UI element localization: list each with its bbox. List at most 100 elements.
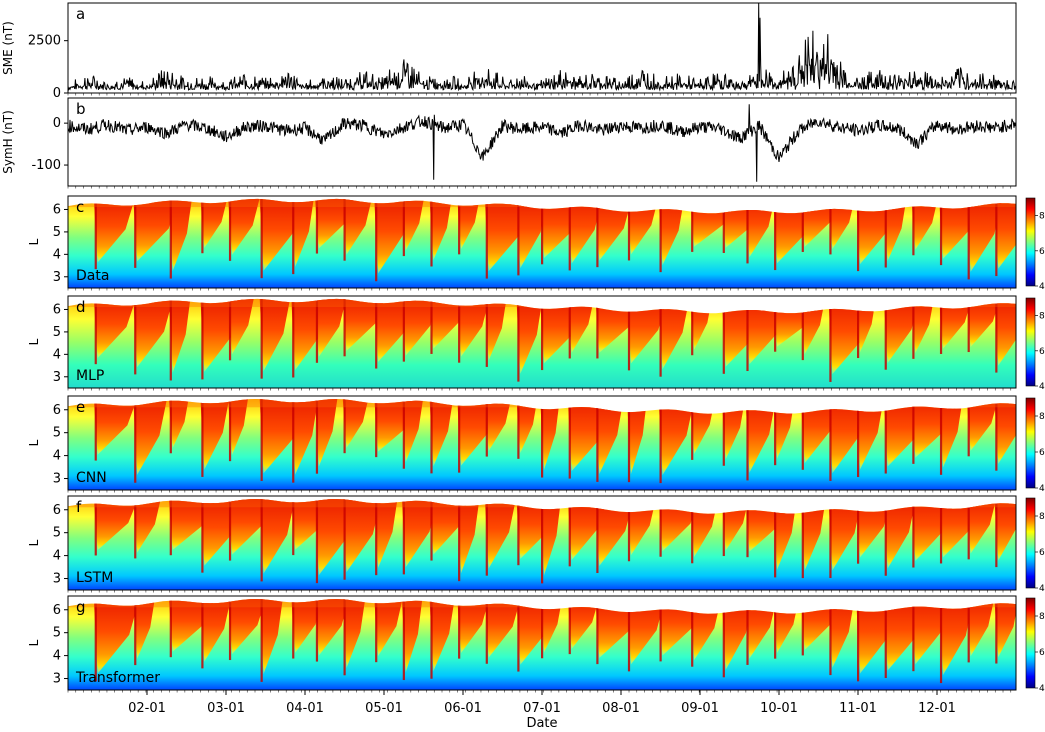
y-tick-label: 3 xyxy=(53,370,61,385)
storm-enhancement xyxy=(457,298,490,357)
storm-streak xyxy=(995,298,998,373)
storm-streak xyxy=(857,499,860,564)
storm-enhancement xyxy=(658,198,685,266)
storm-streak xyxy=(774,399,777,466)
storm-streak xyxy=(228,499,232,561)
storm-streak xyxy=(134,599,137,666)
storm-streak xyxy=(430,499,433,561)
storm-streak xyxy=(659,399,662,484)
storm-enhancement xyxy=(168,198,193,272)
storm-streak xyxy=(691,298,694,356)
storm-streak xyxy=(260,298,263,379)
colorbar-tick-label: 4 xyxy=(1039,584,1045,594)
panel-name: CNN xyxy=(76,470,107,486)
storm-streak xyxy=(774,499,777,578)
storm-streak xyxy=(375,399,378,458)
storm-enhancement xyxy=(484,599,522,658)
storm-enhancement xyxy=(911,298,935,354)
storm-streak xyxy=(402,499,405,575)
storm-enhancement xyxy=(200,399,230,470)
storm-streak xyxy=(201,399,204,477)
storm-enhancement xyxy=(966,499,997,554)
storm-streak xyxy=(659,198,662,273)
storm-streak xyxy=(94,298,97,365)
y-axis-label: L xyxy=(27,639,41,646)
storm-streak xyxy=(430,198,433,267)
y-tick-label: 4 xyxy=(53,549,61,564)
y-tick-label: -100 xyxy=(31,158,61,173)
storm-streak xyxy=(829,198,832,255)
storm-enhancement xyxy=(994,599,1016,658)
y-axis-label: L xyxy=(27,539,41,546)
storm-streak xyxy=(292,198,295,275)
storm-streak xyxy=(402,298,405,362)
storm-enhancement xyxy=(457,198,481,250)
storm-streak xyxy=(315,298,319,363)
storm-enhancement xyxy=(883,198,907,262)
storm-streak xyxy=(722,399,725,466)
y-axis-label: SME (nT) xyxy=(1,21,15,75)
storm-streak xyxy=(659,499,662,557)
storm-enhancement xyxy=(93,399,138,455)
outer-belt-band xyxy=(68,499,1016,508)
colorbar-tick-label: 4 xyxy=(1039,684,1045,694)
y-tick-label: 0 xyxy=(53,86,61,101)
panel-frame xyxy=(67,295,1017,389)
panel-name: MLP xyxy=(76,368,104,384)
storm-enhancement xyxy=(401,499,439,568)
colorbar-tick-label: 8 xyxy=(1039,312,1045,322)
y-tick-label: 6 xyxy=(53,302,61,317)
storm-enhancement xyxy=(133,198,180,262)
y-tick-label: 3 xyxy=(53,472,61,487)
storm-streak xyxy=(884,298,887,370)
storm-enhancement xyxy=(516,198,549,269)
storm-enhancement xyxy=(429,399,454,467)
storm-streak xyxy=(829,599,832,676)
storm-streak xyxy=(430,298,433,354)
storm-enhancement xyxy=(93,198,136,263)
panel-letter: g xyxy=(76,598,86,616)
storm-streak xyxy=(402,399,405,469)
colorbar-tick-label: 6 xyxy=(1039,648,1045,658)
colorbar-tick-label: 8 xyxy=(1039,512,1045,522)
y-tick-label: 5 xyxy=(53,426,61,441)
panel-letter: f xyxy=(76,498,82,516)
storm-enhancement xyxy=(342,198,373,255)
storm-streak xyxy=(541,599,544,659)
storm-streak xyxy=(596,599,599,665)
colorbar-tick-label: 4 xyxy=(1039,484,1045,494)
panel-d: MLP 4 6 8 d 3 4 5 6 L xyxy=(27,295,1045,392)
storm-streak xyxy=(746,198,749,264)
x-tick-label: 03-01 xyxy=(207,701,245,716)
storm-streak xyxy=(857,198,860,272)
storm-streak xyxy=(292,599,295,659)
storm-streak xyxy=(568,198,571,271)
storm-streak xyxy=(134,298,137,375)
storm-enhancement xyxy=(828,499,863,571)
storm-streak xyxy=(939,399,943,475)
storm-streak xyxy=(343,499,346,580)
storm-streak xyxy=(939,298,943,354)
storm-streak xyxy=(228,599,232,661)
storm-streak xyxy=(691,499,694,564)
colorbar-tick-label: 6 xyxy=(1039,247,1045,257)
storm-streak xyxy=(912,198,915,256)
storm-enhancement xyxy=(314,599,350,656)
storm-enhancement xyxy=(168,399,190,449)
storm-streak xyxy=(292,499,295,556)
x-tick-label: 02-01 xyxy=(128,701,166,716)
heatmap-Transformer xyxy=(68,599,1016,690)
storm-streak xyxy=(995,599,998,664)
storm-streak xyxy=(94,499,97,556)
storm-streak xyxy=(430,599,433,679)
storm-enhancement xyxy=(227,298,255,355)
colorbar xyxy=(1025,197,1036,287)
x-tick-label: 09-01 xyxy=(681,701,719,716)
panel-c: Data 4 6 8 c 3 4 5 6 L xyxy=(27,195,1045,292)
storm-enhancement xyxy=(626,599,666,665)
storm-streak xyxy=(691,599,694,667)
storm-enhancement xyxy=(227,198,261,255)
storm-streak xyxy=(375,298,378,369)
storm-streak xyxy=(485,198,488,279)
